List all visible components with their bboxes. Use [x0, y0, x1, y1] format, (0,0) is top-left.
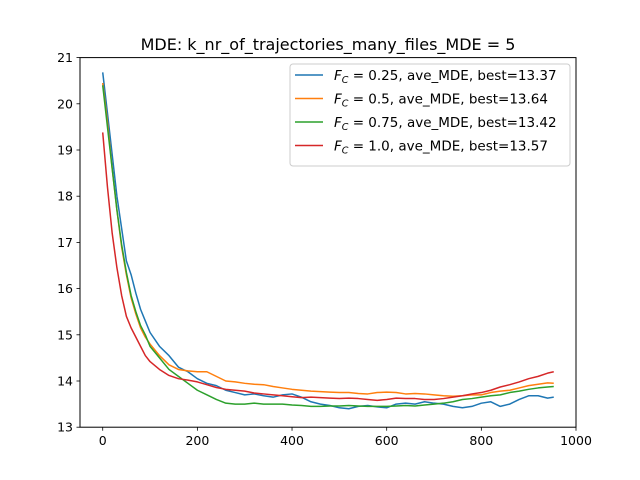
x-axis: 0 200 400 600 800 1000: [99, 427, 592, 448]
x-tick-label: 1000: [560, 433, 592, 448]
y-axis: 13 14 15 16 17 18 19 20 21: [57, 50, 80, 435]
series-line-3: [101, 132, 554, 402]
legend-label-1: FC = 0.5, ave_MDE, best=13.64: [334, 92, 548, 110]
y-tick-label: 17: [57, 235, 73, 250]
legend-box: [289, 63, 571, 167]
y-tick-label: 21: [57, 50, 73, 65]
series-line-2: [101, 85, 554, 408]
legend: FC = 0.25, ave_MDE, best=13.37 FC = 0.5, …: [289, 63, 571, 167]
legend-label-3: FC = 1.0, ave_MDE, best=13.57: [334, 139, 548, 157]
series-line-0: [101, 72, 554, 410]
x-tick-label: 800: [469, 433, 493, 448]
plot-lines: [101, 72, 554, 410]
x-tick-label: 400: [280, 433, 304, 448]
x-tick-label: 0: [99, 433, 107, 448]
y-tick-label: 13: [57, 420, 73, 435]
y-tick-label: 16: [57, 281, 73, 296]
chart-title: MDE: k_nr_of_trajectories_many_files_MDE…: [141, 35, 516, 55]
x-tick-label: 600: [375, 433, 399, 448]
y-tick-label: 14: [57, 374, 73, 389]
series-line-1: [101, 82, 554, 397]
x-tick-label: 200: [185, 433, 209, 448]
y-tick-label: 15: [57, 327, 73, 342]
y-tick-label: 20: [57, 96, 73, 111]
y-tick-label: 19: [57, 143, 73, 158]
legend-label-0: FC = 0.25, ave_MDE, best=13.37: [334, 68, 557, 86]
y-tick-label: 18: [57, 189, 73, 204]
legend-label-2: FC = 0.75, ave_MDE, best=13.42: [334, 115, 557, 133]
